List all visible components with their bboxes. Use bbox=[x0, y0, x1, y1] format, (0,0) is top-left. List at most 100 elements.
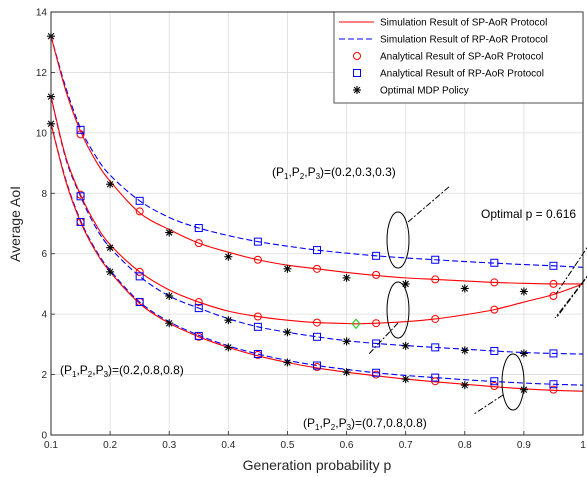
arrow-line-opt bbox=[555, 246, 587, 295]
mdp-star-marker bbox=[165, 319, 174, 328]
mdp-star-marker bbox=[106, 267, 115, 276]
rp-analytical-marker bbox=[431, 343, 440, 352]
rp-analytical-marker bbox=[372, 368, 381, 377]
rp-analytical-marker bbox=[253, 322, 262, 331]
legend-item: Simulation Result of RP-AoR Protocol bbox=[339, 35, 548, 46]
sp-analytical-marker bbox=[549, 385, 558, 394]
optimal-point-diamond bbox=[351, 318, 361, 330]
legend-swatch bbox=[353, 69, 361, 77]
x-tick-label: 0.7 bbox=[399, 440, 413, 451]
sp-analytical-marker bbox=[135, 267, 144, 276]
rp-analytical-marker bbox=[194, 331, 203, 340]
sp-analytical-marker bbox=[135, 207, 144, 216]
rp-analytical-marker bbox=[135, 298, 144, 307]
y-tick-label: 2 bbox=[41, 370, 47, 381]
mdp-star-marker bbox=[165, 228, 174, 237]
rp-analytical-marker bbox=[372, 251, 381, 260]
x-tick-label: 0.5 bbox=[280, 440, 294, 451]
mdp-star-marker bbox=[519, 349, 528, 358]
sp-analytical-marker bbox=[372, 319, 381, 328]
sp-analytical-marker bbox=[194, 239, 203, 248]
y-tick-label: 4 bbox=[41, 310, 47, 321]
sp-curve-2 bbox=[51, 96, 583, 325]
rp-analytical-marker bbox=[135, 196, 144, 205]
rp-analytical-marker bbox=[253, 237, 262, 246]
mdp-star-marker bbox=[342, 337, 351, 346]
annotation-optimal-p: Optimal p = 0.616 bbox=[481, 207, 576, 221]
mdp-star-marker bbox=[224, 252, 233, 261]
sp-analytical-marker bbox=[313, 318, 321, 327]
arrow-line-a bbox=[407, 185, 451, 223]
y-tick-label: 14 bbox=[36, 8, 48, 19]
legend-swatch bbox=[353, 52, 361, 60]
sp-analytical-marker bbox=[549, 292, 558, 301]
mdp-star-marker bbox=[106, 180, 115, 189]
legend-item: Analytical Result of RP-AoR Protocol bbox=[353, 69, 544, 80]
x-tick-label: 0.3 bbox=[162, 440, 176, 451]
sp-analytical-marker bbox=[431, 314, 440, 323]
sp-analytical-marker bbox=[313, 264, 321, 273]
mdp-star-marker bbox=[460, 381, 469, 390]
arrow-line-optimal bbox=[554, 275, 587, 319]
legend-box bbox=[333, 11, 584, 104]
legend: Simulation Result of SP-AoR Protocol Simu… bbox=[333, 11, 584, 104]
rp-analytical-marker bbox=[490, 377, 499, 386]
optimal-arrow bbox=[556, 276, 587, 318]
rp-analytical-marker bbox=[549, 261, 558, 270]
rp-analytical-marker bbox=[253, 350, 262, 359]
legend-label: Analytical Result of RP-AoR Protocol bbox=[380, 69, 544, 80]
x-axis-label: Generation probability p bbox=[243, 457, 392, 473]
y-tick-label: 0 bbox=[41, 431, 47, 442]
y-tick-label: 10 bbox=[36, 128, 48, 139]
sp-analytical-marker bbox=[76, 130, 85, 139]
rp-analytical-marker bbox=[76, 192, 85, 201]
plot-frame bbox=[50, 11, 584, 436]
legend-item: Optimal MDP Policy bbox=[353, 86, 469, 97]
rp-analytical-marker bbox=[194, 224, 203, 233]
arrow-line-b bbox=[367, 322, 399, 356]
rp-analytical-marker bbox=[313, 332, 321, 341]
legend-swatch bbox=[353, 86, 361, 94]
sp-analytical-marker bbox=[490, 382, 499, 391]
rp-analytical-marker bbox=[76, 125, 85, 134]
legend-label: Simulation Result of SP-AoR Protocol bbox=[380, 18, 547, 29]
mdp-star-marker bbox=[283, 264, 292, 273]
sp-analytical-marker bbox=[549, 279, 558, 288]
mdp-star-marker bbox=[224, 316, 233, 325]
x-tick-label: 0.6 bbox=[340, 440, 354, 451]
x-tick-label: 0.4 bbox=[221, 440, 235, 451]
ellipse-group-b bbox=[386, 281, 410, 339]
sp-analytical-marker bbox=[431, 275, 440, 284]
mdp-star-marker bbox=[460, 346, 469, 355]
annotation-params-a: (P1,P2,P3)=(0.2,0.3,0.3) bbox=[272, 165, 396, 181]
mdp-star-marker bbox=[283, 328, 292, 337]
sp-analytical-marker bbox=[253, 255, 262, 264]
legend-item: Analytical Result of SP-AoR Protocol bbox=[353, 52, 543, 63]
annotation-arrows bbox=[367, 185, 587, 415]
rp-curve-1 bbox=[51, 36, 583, 268]
mdp-star-marker bbox=[401, 341, 410, 350]
marker-layer bbox=[47, 32, 558, 394]
x-tick-label: 0.2 bbox=[103, 440, 117, 451]
annotation-params-b: (P1,P2,P3)=(0.2,0.8,0.8) bbox=[60, 363, 184, 379]
y-tick-label: 6 bbox=[41, 249, 47, 260]
mdp-star-marker bbox=[165, 292, 174, 301]
sp-analytical-marker bbox=[194, 298, 203, 307]
mdp-star-marker bbox=[401, 279, 410, 288]
mdp-star-marker bbox=[106, 243, 115, 252]
rp-analytical-marker bbox=[313, 361, 321, 370]
legend-label: Simulation Result of RP-AoR Protocol bbox=[380, 35, 548, 46]
rp-analytical-marker bbox=[431, 373, 440, 382]
sp-analytical-marker bbox=[490, 305, 499, 314]
mdp-star-marker bbox=[519, 287, 528, 296]
rp-analytical-marker bbox=[549, 349, 558, 358]
ellipse-group-c-visible bbox=[501, 353, 525, 411]
x-tick-label: 0.9 bbox=[517, 440, 531, 451]
rp-analytical-marker bbox=[194, 304, 203, 313]
sp-analytical-marker bbox=[372, 270, 381, 279]
x-tick-label: 0.8 bbox=[458, 440, 472, 451]
x-tick-label: 1 bbox=[580, 440, 586, 451]
mdp-star-marker bbox=[342, 368, 351, 377]
rp-analytical-marker bbox=[431, 255, 440, 264]
